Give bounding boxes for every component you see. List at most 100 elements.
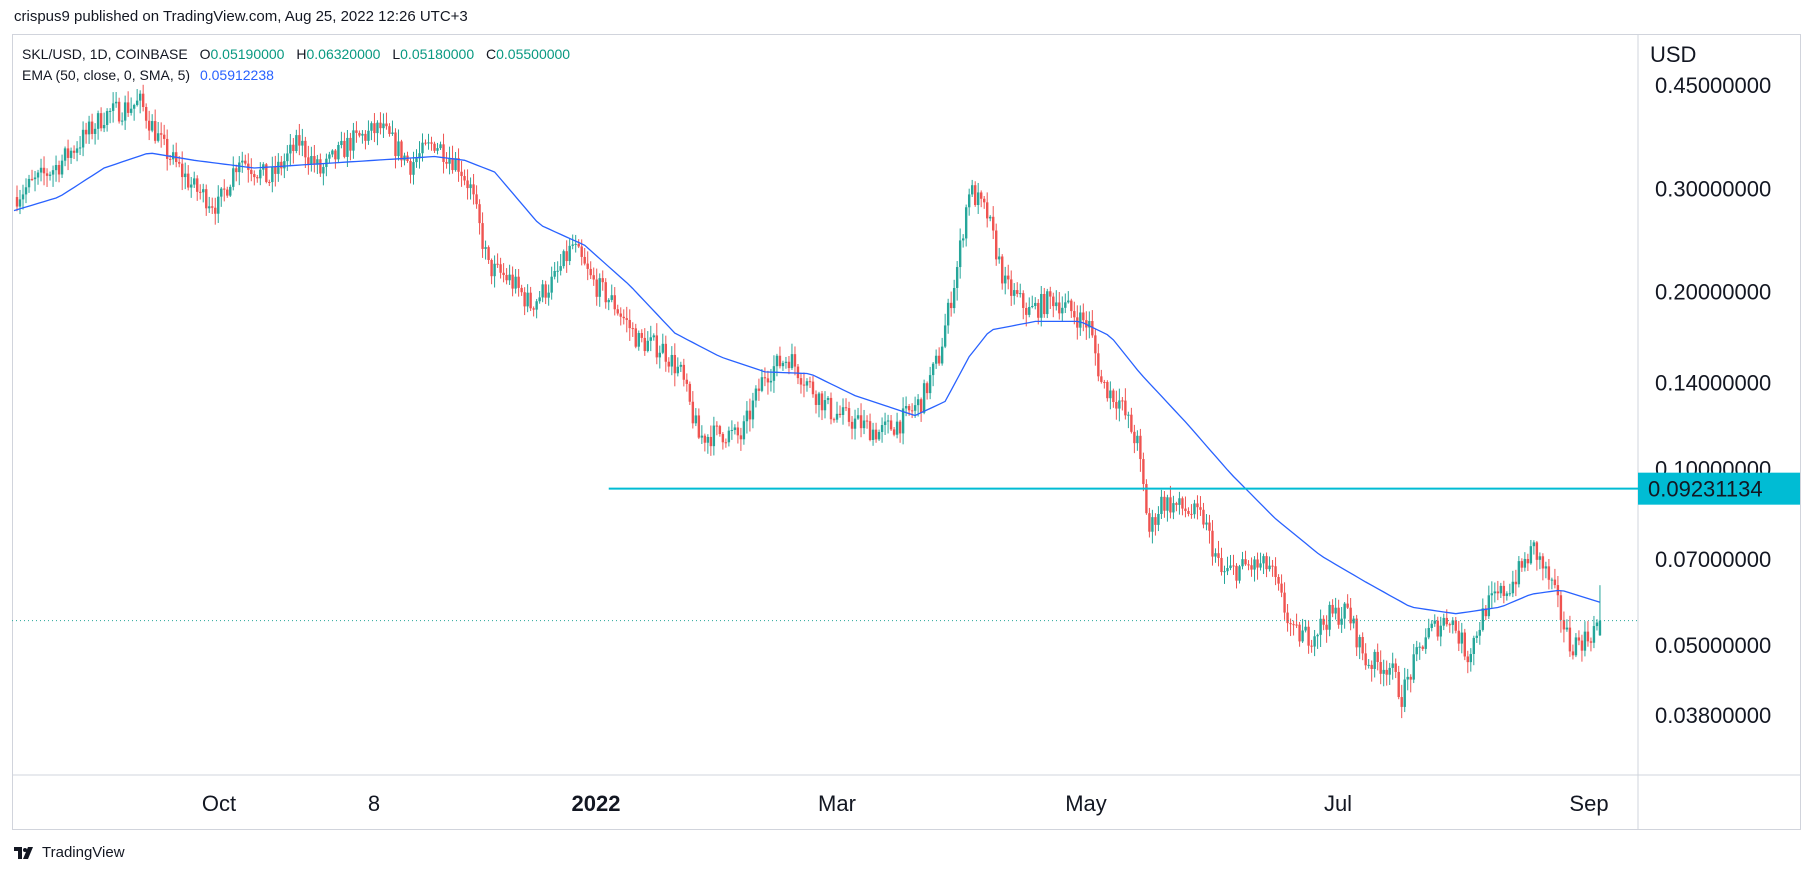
candle-body[interactable] [667, 361, 671, 367]
candle-body[interactable] [358, 132, 361, 136]
candle-body[interactable] [1181, 498, 1184, 509]
candle-body[interactable] [571, 244, 574, 246]
candle-body[interactable] [1148, 513, 1151, 532]
candle-body[interactable] [1562, 619, 1566, 630]
candle-body[interactable] [105, 111, 109, 125]
candle-body[interactable] [1397, 671, 1400, 698]
candle-body[interactable] [427, 142, 430, 144]
candle-body[interactable] [331, 150, 334, 155]
candle-body[interactable] [250, 169, 253, 175]
candle-body[interactable] [982, 198, 986, 203]
candle-body[interactable] [934, 355, 938, 364]
candle-body[interactable] [1325, 624, 1328, 630]
candle-body[interactable] [1421, 646, 1424, 649]
candle-body[interactable] [688, 383, 692, 402]
candle-body[interactable] [1013, 290, 1016, 296]
candle-body[interactable] [1367, 664, 1370, 666]
candle-body[interactable] [1568, 627, 1572, 652]
candle-body[interactable] [1511, 581, 1515, 594]
candle-body[interactable] [913, 405, 917, 411]
candle-body[interactable] [1196, 503, 1199, 508]
candle-body[interactable] [168, 158, 172, 160]
candle-body[interactable] [1523, 558, 1527, 568]
candle-body[interactable] [394, 132, 397, 157]
candle-body[interactable] [1508, 593, 1512, 595]
candle-body[interactable] [757, 388, 761, 391]
candle-body[interactable] [156, 133, 160, 141]
candle-body[interactable] [1061, 307, 1064, 314]
candle-body[interactable] [1289, 623, 1292, 625]
candle-body[interactable] [1097, 353, 1100, 377]
candle-body[interactable] [1124, 400, 1127, 416]
candle-body[interactable] [989, 216, 992, 219]
candle-body[interactable] [337, 145, 340, 160]
candle-body[interactable] [868, 421, 872, 440]
candle-body[interactable] [385, 123, 388, 127]
candle-body[interactable] [1082, 312, 1085, 321]
candle-body[interactable] [1295, 624, 1298, 626]
footer-brand[interactable]: TradingView [14, 844, 125, 861]
candle-body[interactable] [1355, 618, 1358, 648]
candle-body[interactable] [1481, 608, 1485, 630]
candle-body[interactable] [1217, 553, 1220, 558]
candle-body[interactable] [1535, 542, 1539, 560]
candle-body[interactable] [153, 121, 157, 141]
candle-body[interactable] [1202, 509, 1205, 525]
candle-body[interactable] [138, 93, 142, 101]
candle-body[interactable] [700, 435, 704, 438]
candle-body[interactable] [1091, 321, 1094, 336]
candle-body[interactable] [1526, 558, 1530, 564]
candle-body[interactable] [1370, 664, 1373, 669]
candle-body[interactable] [1385, 669, 1388, 675]
currency-label[interactable]: USD [1650, 42, 1697, 67]
candle-body[interactable] [493, 263, 496, 277]
candle-body[interactable] [760, 377, 764, 391]
candle-body[interactable] [793, 354, 797, 367]
candle-body[interactable] [18, 199, 22, 207]
candle-body[interactable] [33, 177, 37, 180]
candle-body[interactable] [1538, 556, 1542, 560]
candle-body[interactable] [910, 410, 914, 412]
candle-body[interactable] [922, 383, 926, 413]
candle-body[interactable] [214, 207, 217, 214]
candle-body[interactable] [211, 206, 214, 208]
candle-body[interactable] [445, 161, 448, 164]
candle-body[interactable] [81, 129, 85, 148]
candle-body[interactable] [78, 147, 82, 149]
candle-body[interactable] [1532, 542, 1536, 547]
candle-body[interactable] [1226, 568, 1229, 572]
candle-body[interactable] [1151, 517, 1154, 532]
candle-body[interactable] [241, 160, 244, 163]
candle-body[interactable] [1430, 623, 1433, 628]
candle-body[interactable] [87, 121, 91, 135]
candle-body[interactable] [229, 186, 232, 196]
candle-body[interactable] [21, 194, 25, 200]
candle-body[interactable] [217, 196, 220, 214]
candle-body[interactable] [292, 144, 295, 152]
candle-body[interactable] [781, 362, 785, 367]
candle-body[interactable] [72, 150, 76, 153]
candle-body[interactable] [373, 123, 376, 134]
candle-body[interactable] [986, 202, 989, 219]
candle-body[interactable] [159, 133, 163, 135]
candle-body[interactable] [355, 130, 358, 133]
candle-body[interactable] [1208, 522, 1211, 531]
candle-body[interactable] [628, 319, 631, 329]
candle-body[interactable] [30, 178, 34, 180]
candle-body[interactable] [637, 333, 640, 347]
candle-body[interactable] [391, 132, 394, 134]
candle-body[interactable] [328, 154, 331, 159]
candle-body[interactable] [36, 172, 40, 178]
candle-body[interactable] [838, 413, 842, 415]
candle-body[interactable] [661, 343, 664, 353]
candle-body[interactable] [955, 267, 959, 288]
candle-body[interactable] [1301, 630, 1304, 642]
candle-body[interactable] [1262, 556, 1265, 564]
candle-body[interactable] [1427, 627, 1430, 638]
candle-body[interactable] [1064, 302, 1067, 308]
candle-body[interactable] [1586, 631, 1590, 642]
candle-body[interactable] [184, 173, 187, 178]
candle-body[interactable] [1343, 603, 1346, 619]
candle-body[interactable] [658, 352, 661, 358]
candle-body[interactable] [577, 243, 580, 247]
